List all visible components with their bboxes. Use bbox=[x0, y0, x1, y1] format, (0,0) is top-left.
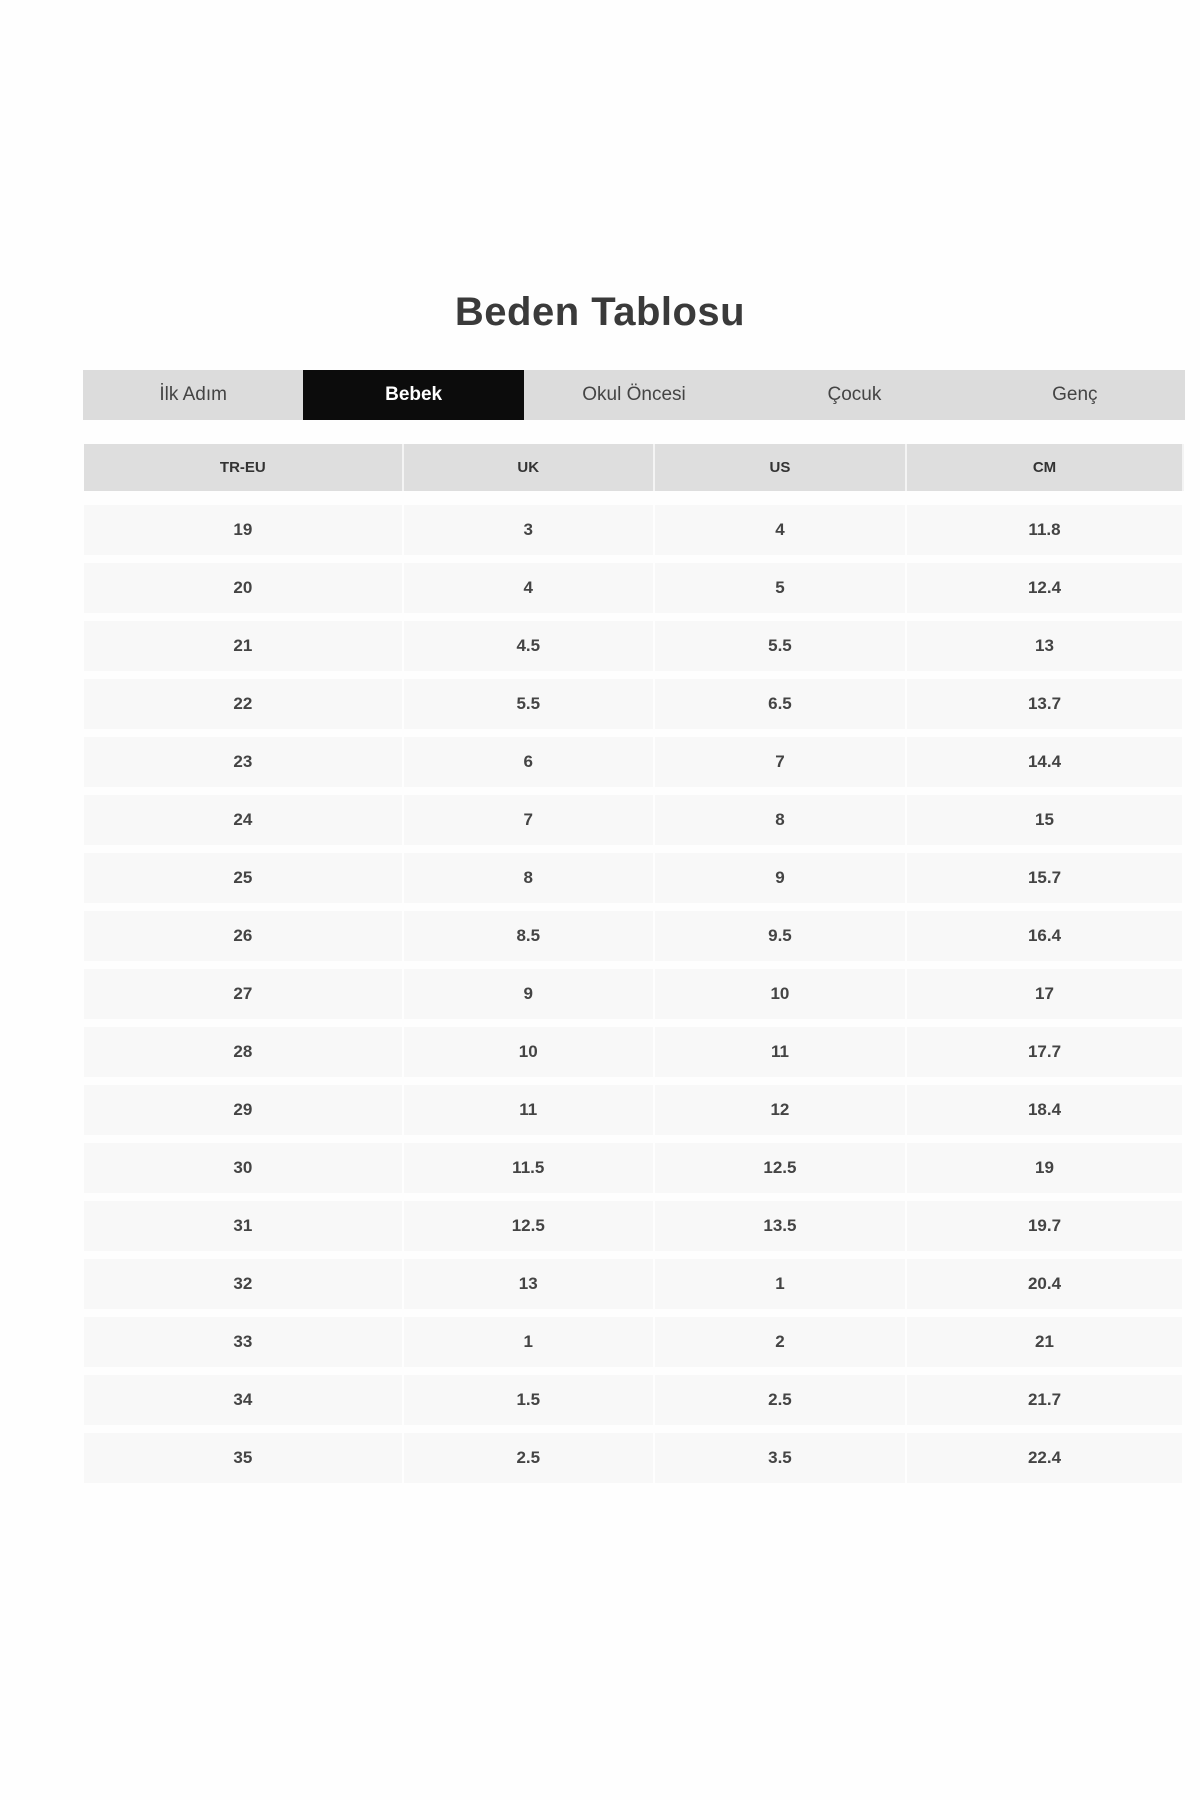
table-cell: 5.5 bbox=[654, 621, 906, 671]
table-cell: 20.4 bbox=[907, 1259, 1182, 1309]
table-cell: 34 bbox=[84, 1375, 402, 1425]
table-cell: 10 bbox=[654, 969, 906, 1019]
table-cell: 1.5 bbox=[403, 1375, 653, 1425]
table-cell: 11 bbox=[403, 1085, 653, 1135]
table-cell: 3.5 bbox=[654, 1433, 906, 1483]
table-row: 34 1.5 2.5 21.7 bbox=[84, 1372, 1184, 1430]
table-row: 32 13 1 20.4 bbox=[84, 1256, 1184, 1314]
size-table: TR-EU UK US CM 19 3 4 11.8 20 4 5 12.4 21 4.5 5.5 13 22 5… bbox=[84, 444, 1184, 1488]
column-header: TR-EU bbox=[84, 444, 404, 491]
table-cell: 6.5 bbox=[654, 679, 906, 729]
table-row: 26 8.5 9.5 16.4 bbox=[84, 908, 1184, 966]
table-row: 19 3 4 11.8 bbox=[84, 502, 1184, 560]
table-cell: 18.4 bbox=[907, 1085, 1182, 1135]
table-cell: 19.7 bbox=[907, 1201, 1182, 1251]
table-cell: 13.7 bbox=[907, 679, 1182, 729]
table-row: 23 6 7 14.4 bbox=[84, 734, 1184, 792]
tab-i̇lk-adım[interactable]: İlk Adım bbox=[159, 384, 227, 405]
table-cell: 4.5 bbox=[403, 621, 653, 671]
table-header-row: TR-EU UK US CM bbox=[84, 444, 1184, 491]
table-row: 25 8 9 15.7 bbox=[84, 850, 1184, 908]
table-cell: 8.5 bbox=[403, 911, 653, 961]
table-cell: 5 bbox=[654, 563, 906, 613]
table-cell: 11 bbox=[654, 1027, 906, 1077]
table-row: 24 7 8 15 bbox=[84, 792, 1184, 850]
table-row: 31 12.5 13.5 19.7 bbox=[84, 1198, 1184, 1256]
table-cell: 1 bbox=[654, 1259, 906, 1309]
table-cell: 28 bbox=[84, 1027, 402, 1077]
table-cell: 13 bbox=[907, 621, 1182, 671]
table-cell: 24 bbox=[84, 795, 402, 845]
table-cell: 15 bbox=[907, 795, 1182, 845]
table-cell: 14.4 bbox=[907, 737, 1182, 787]
table-cell: 17 bbox=[907, 969, 1182, 1019]
table-cell: 4 bbox=[654, 505, 906, 555]
table-row: 33 1 2 21 bbox=[84, 1314, 1184, 1372]
page-title: Beden Tablosu bbox=[454, 290, 746, 334]
table-cell: 2 bbox=[654, 1317, 906, 1367]
table-row: 35 2.5 3.5 22.4 bbox=[84, 1430, 1184, 1488]
table-cell: 9 bbox=[654, 853, 906, 903]
table-cell: 25 bbox=[84, 853, 402, 903]
table-cell: 15.7 bbox=[907, 853, 1182, 903]
table-cell: 8 bbox=[403, 853, 653, 903]
tab-okul-öncesi[interactable]: Okul Öncesi bbox=[582, 384, 686, 405]
table-cell: 22.4 bbox=[907, 1433, 1182, 1483]
table-cell: 12.5 bbox=[403, 1201, 653, 1251]
table-cell: 11.8 bbox=[907, 505, 1182, 555]
table-row: 22 5.5 6.5 13.7 bbox=[84, 676, 1184, 734]
table-cell: 9 bbox=[403, 969, 653, 1019]
table-cell: 3 bbox=[403, 505, 653, 555]
table-cell: 13 bbox=[403, 1259, 653, 1309]
table-cell: 33 bbox=[84, 1317, 402, 1367]
table-cell: 35 bbox=[84, 1433, 402, 1483]
column-header: CM bbox=[907, 444, 1184, 491]
table-row: 21 4.5 5.5 13 bbox=[84, 618, 1184, 676]
table-cell: 4 bbox=[403, 563, 653, 613]
table-cell: 7 bbox=[403, 795, 653, 845]
table-cell: 22 bbox=[84, 679, 402, 729]
table-row: 29 11 12 18.4 bbox=[84, 1082, 1184, 1140]
table-row: 27 9 10 17 bbox=[84, 966, 1184, 1024]
table-cell: 19 bbox=[907, 1143, 1182, 1193]
table-cell: 12.4 bbox=[907, 563, 1182, 613]
table-row: 20 4 5 12.4 bbox=[84, 560, 1184, 618]
table-cell: 2.5 bbox=[403, 1433, 653, 1483]
table-cell: 13.5 bbox=[654, 1201, 906, 1251]
table-cell: 27 bbox=[84, 969, 402, 1019]
table-cell: 1 bbox=[403, 1317, 653, 1367]
size-category-tabs: İlk Adım Bebek Okul Öncesi Çocuk Genç bbox=[83, 370, 1185, 420]
table-cell: 5.5 bbox=[403, 679, 653, 729]
table-cell: 31 bbox=[84, 1201, 402, 1251]
table-cell: 32 bbox=[84, 1259, 402, 1309]
tab-çocuk[interactable]: Çocuk bbox=[827, 384, 882, 405]
column-header: UK bbox=[403, 444, 655, 491]
table-cell: 19 bbox=[84, 505, 402, 555]
table-cell: 29 bbox=[84, 1085, 402, 1135]
table-cell: 21.7 bbox=[907, 1375, 1182, 1425]
table-cell: 6 bbox=[403, 737, 653, 787]
table-cell: 21 bbox=[84, 621, 402, 671]
table-cell: 8 bbox=[654, 795, 906, 845]
tab-genç[interactable]: Genç bbox=[1052, 384, 1098, 405]
table-cell: 16.4 bbox=[907, 911, 1182, 961]
table-cell: 12 bbox=[654, 1085, 906, 1135]
table-cell: 10 bbox=[403, 1027, 653, 1077]
table-row: 30 11.5 12.5 19 bbox=[84, 1140, 1184, 1198]
table-cell: 9.5 bbox=[654, 911, 906, 961]
column-header: US bbox=[654, 444, 908, 491]
table-cell: 30 bbox=[84, 1143, 402, 1193]
table-cell: 20 bbox=[84, 563, 402, 613]
table-row: 28 10 11 17.7 bbox=[84, 1024, 1184, 1082]
table-cell: 2.5 bbox=[654, 1375, 906, 1425]
table-cell: 21 bbox=[907, 1317, 1182, 1367]
table-cell: 26 bbox=[84, 911, 402, 961]
table-cell: 17.7 bbox=[907, 1027, 1182, 1077]
table-cell: 23 bbox=[84, 737, 402, 787]
table-cell: 12.5 bbox=[654, 1143, 906, 1193]
table-cell: 11.5 bbox=[403, 1143, 653, 1193]
tab-bebek[interactable]: Bebek bbox=[303, 370, 524, 420]
table-cell: 7 bbox=[654, 737, 906, 787]
